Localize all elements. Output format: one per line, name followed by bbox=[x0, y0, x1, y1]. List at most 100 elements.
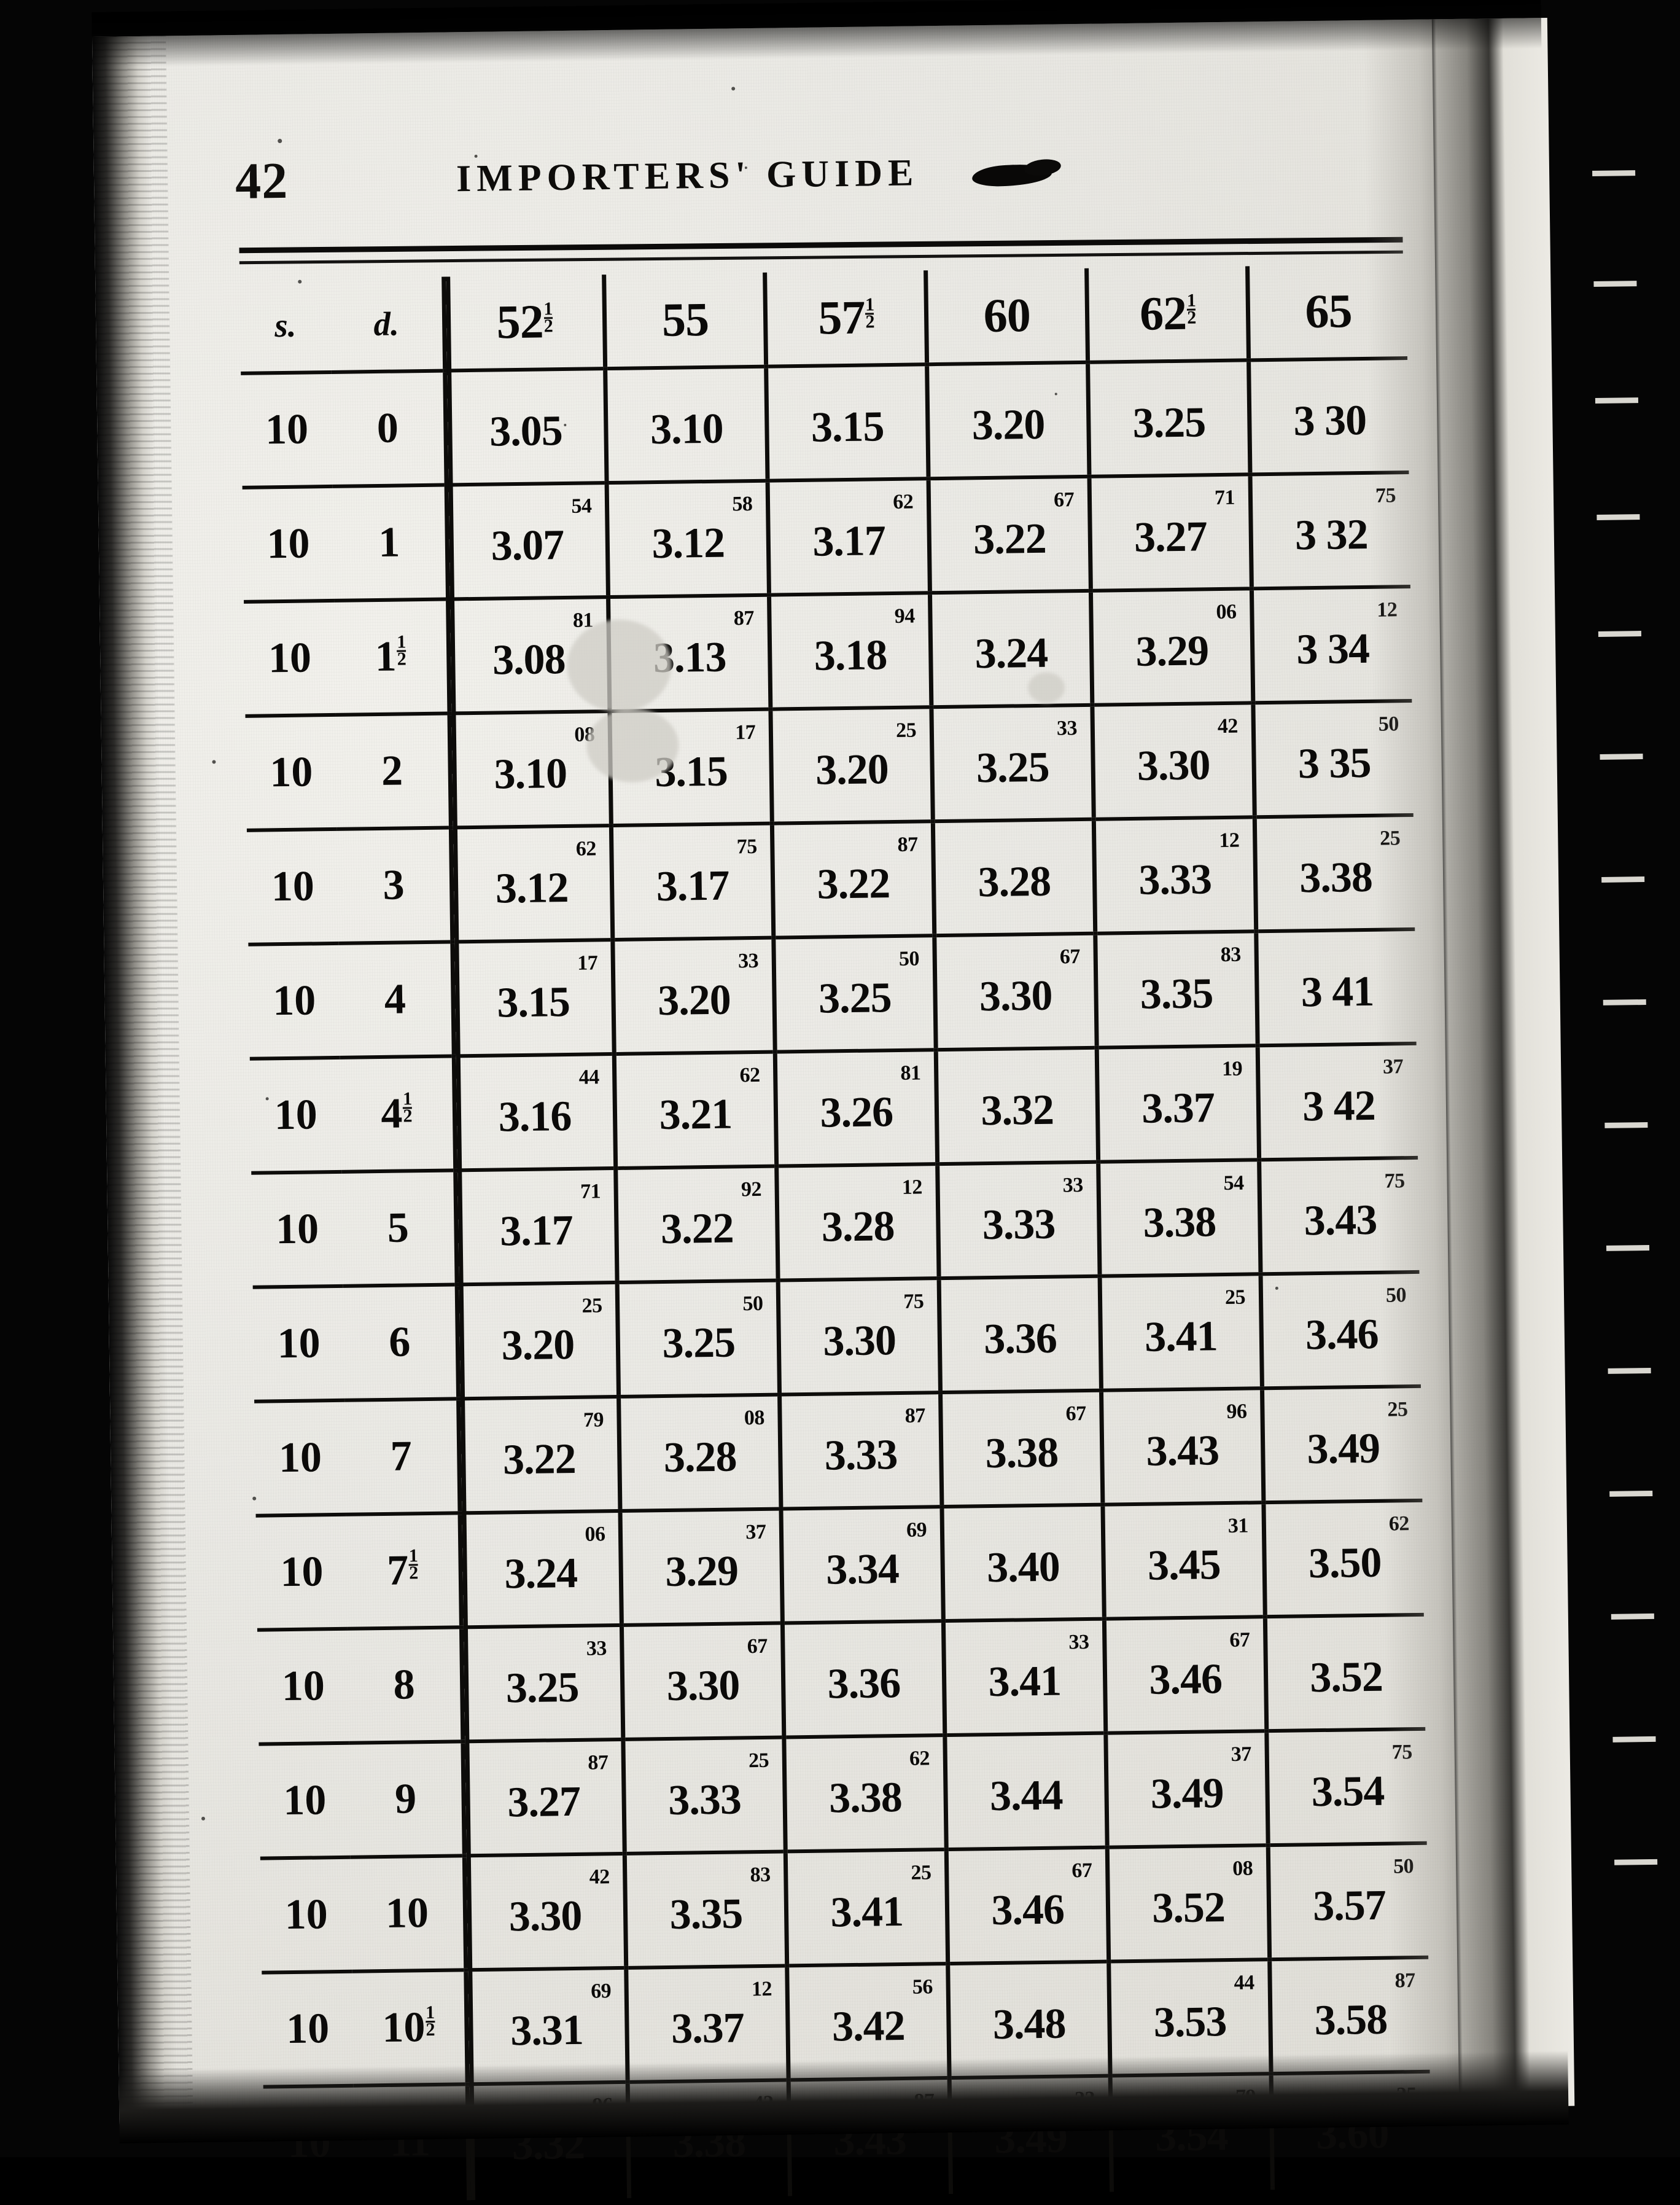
cell-rate-value: 3.33 12 bbox=[1094, 819, 1256, 932]
page-content: 42 IMPORTERS' GUIDE s. d. 52 1 2 55 bbox=[166, 19, 1488, 2201]
value-cell-inner: 3.30 42 bbox=[1095, 704, 1253, 817]
cell-shillings: 10 bbox=[284, 1891, 329, 1939]
value-main: 3.30 bbox=[822, 1317, 896, 1365]
value-main: 3.28 bbox=[978, 857, 1051, 907]
value-cell-inner: 3.28 08 bbox=[621, 1397, 779, 1509]
scan-speck bbox=[731, 87, 736, 91]
value-main: 3.36 bbox=[827, 1660, 901, 1708]
cell-rate-value: 3.29 37 bbox=[620, 1510, 783, 1623]
scan-speck bbox=[265, 1097, 269, 1101]
cell-rate-value: 3.41 25 bbox=[785, 1851, 948, 1964]
value-main: 3.48 bbox=[992, 2000, 1066, 2049]
running-head-title: IMPORTERS' GUIDE bbox=[456, 152, 919, 200]
value-main: 3.35 bbox=[1140, 970, 1213, 1018]
cell-rate-value: 3.33 25 bbox=[623, 1739, 786, 1852]
table-row: 10 8 3.25 33 3.30 67 3.36 3.41 33 3.46 67 3.52 bbox=[257, 1616, 1426, 1743]
scan-speck bbox=[474, 154, 478, 158]
value-cell-inner: 3.10 08 bbox=[451, 713, 609, 825]
cell-pence: 7 bbox=[390, 1432, 413, 1480]
cell-rate-value: 3.41 25 bbox=[1100, 1276, 1262, 1389]
value-cell-inner: 3.05 bbox=[447, 370, 605, 483]
value-cell-inner: 3.17 62 bbox=[770, 480, 928, 593]
value-cell-inner: 3.38 54 bbox=[1100, 1161, 1258, 1274]
cell-shillings: 10 bbox=[269, 748, 313, 797]
value-main: 3.40 bbox=[986, 1543, 1060, 1592]
value-cell-inner: 3.10 bbox=[608, 369, 766, 481]
column-header-shillings: s. bbox=[274, 306, 297, 344]
value-superscript: 67 bbox=[1053, 488, 1075, 512]
value-main: 3.25 bbox=[976, 743, 1050, 792]
header-rule-upper bbox=[239, 236, 1403, 254]
cell-rate-value: 3.21 62 bbox=[614, 1053, 777, 1166]
value-cell-inner: 3.34 69 bbox=[784, 1508, 941, 1621]
value-superscript: 83 bbox=[750, 1863, 771, 1887]
cell-rate-value: 3.38 62 bbox=[784, 1737, 947, 1850]
value-main: 3.20 bbox=[501, 1321, 575, 1370]
value-main: 3.18 bbox=[814, 631, 887, 680]
cell-shillings: 10 bbox=[265, 405, 309, 454]
cell-rate-value: 3.20 25 bbox=[456, 1284, 619, 1397]
value-main: 3.05 bbox=[489, 407, 563, 456]
value-superscript: 75 bbox=[903, 1290, 924, 1313]
value-cell-inner: 3.25 50 bbox=[620, 1282, 777, 1395]
column-header-rate-55: 55 bbox=[604, 272, 766, 367]
value-main: 3.16 bbox=[498, 1092, 572, 1141]
value-cell-inner: 3.36 bbox=[941, 1278, 1099, 1391]
cell-pence: 2 bbox=[381, 747, 403, 795]
value-main: 3.45 bbox=[1147, 1541, 1221, 1590]
cell-rate-value: 3.44 bbox=[945, 1735, 1108, 1848]
value-cell-inner: 3.30 67 bbox=[937, 935, 1095, 1048]
cell-rate-value: 3.37 19 bbox=[1097, 1047, 1259, 1160]
value-main: 3.46 bbox=[1148, 1655, 1223, 1704]
value-superscript: 08 bbox=[1232, 1857, 1253, 1880]
cell-rate-value: 3.25 bbox=[1087, 362, 1250, 475]
value-superscript: 87 bbox=[588, 1751, 609, 1774]
document-page: 42 IMPORTERS' GUIDE s. d. 52 1 2 55 bbox=[91, 0, 1658, 2201]
value-superscript: 44 bbox=[1234, 1971, 1254, 1994]
value-superscript: 33 bbox=[586, 1637, 607, 1660]
value-cell-inner: 3.15 17 bbox=[454, 942, 612, 1054]
cell-rate-value: 3.28 08 bbox=[619, 1396, 782, 1509]
value-superscript: 69 bbox=[906, 1518, 927, 1542]
cell-rate-value: 3.35 83 bbox=[624, 1853, 788, 1966]
cell-rate-value: 3.29 06 bbox=[1091, 590, 1253, 703]
value-main: 3.41 bbox=[1144, 1313, 1218, 1361]
value-main: 3.32 bbox=[980, 1086, 1054, 1135]
facing-page-tick bbox=[1609, 1490, 1653, 1497]
value-cell-inner: 3.41 25 bbox=[1102, 1276, 1260, 1388]
cell-pence: 6 bbox=[388, 1318, 411, 1366]
rate-value: 65 bbox=[1304, 284, 1353, 338]
value-superscript: 71 bbox=[1214, 486, 1235, 510]
value-superscript: 62 bbox=[893, 490, 914, 513]
value-main: 3.15 bbox=[811, 403, 884, 451]
cell-rate-value: 3.26 81 bbox=[775, 1052, 938, 1165]
cell-rate-value: 3.25 50 bbox=[617, 1282, 780, 1395]
value-cell-inner: 3.40 bbox=[944, 1507, 1102, 1619]
facing-page-tick bbox=[1596, 514, 1640, 520]
value-superscript: 56 bbox=[912, 1975, 933, 1999]
value-main: 3.41 bbox=[830, 1887, 904, 1937]
cell-pence: 9 bbox=[394, 1775, 417, 1823]
value-cell-inner: 3.29 37 bbox=[623, 1511, 780, 1623]
value-main: 3.22 bbox=[660, 1204, 734, 1254]
value-superscript: 42 bbox=[1217, 714, 1239, 738]
cell-rate-value: 3.24 bbox=[930, 592, 1092, 706]
value-main: 3.33 bbox=[667, 1776, 742, 1824]
cell-rate-value: 3.20 bbox=[927, 364, 1090, 477]
cell-rate-value: 3.43 96 bbox=[1101, 1390, 1264, 1503]
value-cell-inner: 3.16 44 bbox=[456, 1056, 613, 1168]
value-main: 3.38 bbox=[985, 1429, 1059, 1478]
cell-rate-value: 3.45 31 bbox=[1103, 1504, 1266, 1617]
value-main: 3.53 bbox=[1153, 1998, 1227, 2047]
cell-rate-value: 3.30 67 bbox=[935, 935, 1097, 1048]
value-superscript: 25 bbox=[581, 1294, 602, 1317]
